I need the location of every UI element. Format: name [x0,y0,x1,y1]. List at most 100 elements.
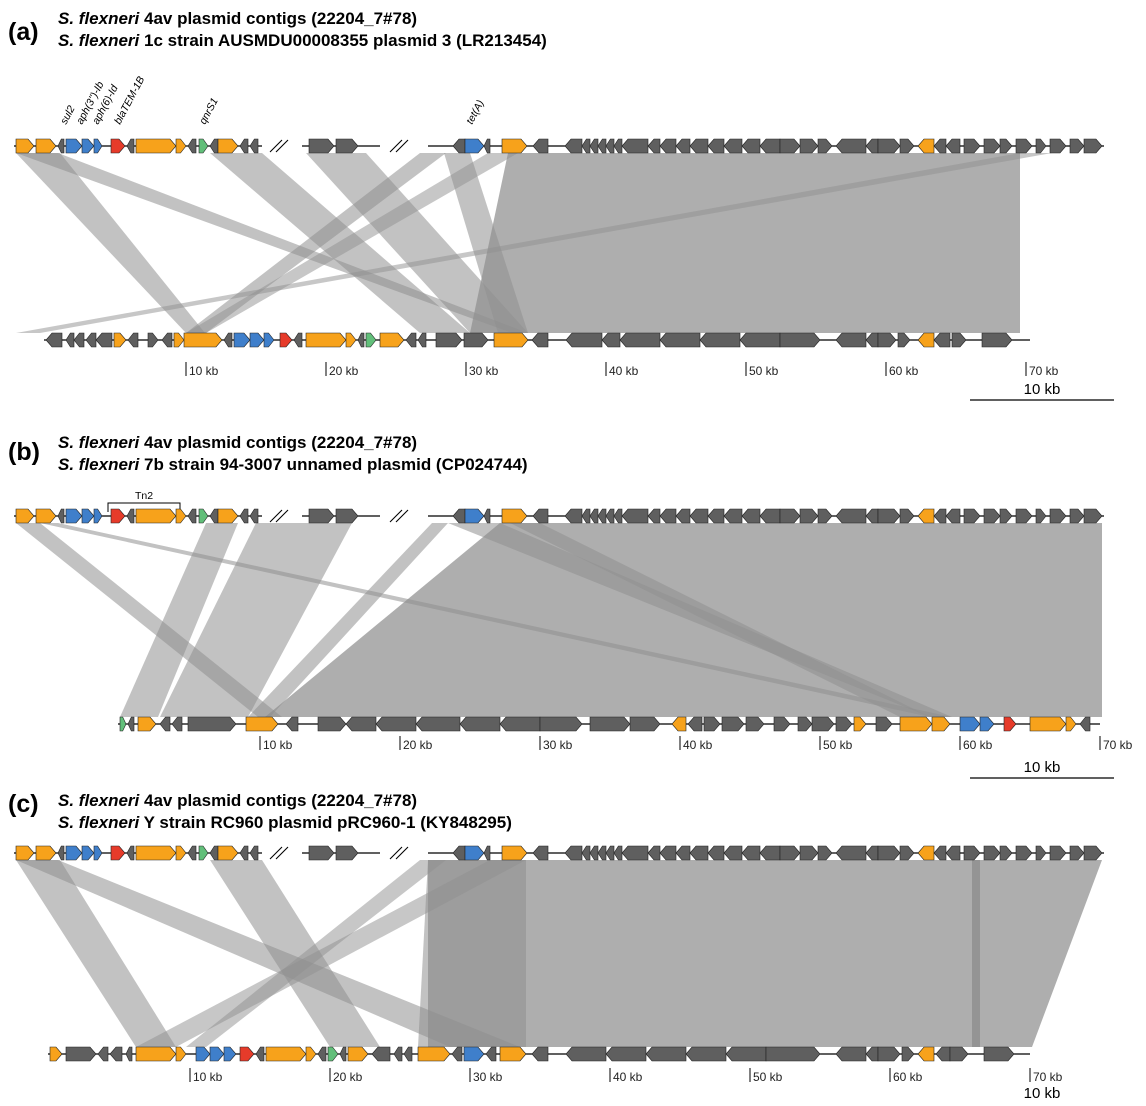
panel-c-reference-gene [451,1046,463,1062]
panel-a-contig-break [275,139,289,153]
panel-a-homology-link [444,153,528,333]
panel-b-query-gene [126,508,135,524]
gene-label-teta: tet(A) [464,98,487,126]
panel-b-query-gene [999,508,1013,524]
panel-b-query-gene [689,508,709,524]
panel-c-query-gene [198,845,209,861]
panel-a-reference-gene [127,332,139,348]
panel-a-query-gene [675,138,691,154]
panel-c-reference-gene [835,1046,867,1062]
panel-b-query-gene [613,508,623,524]
panel-c-reference-gene [917,1046,935,1062]
panel-c-kb-axis: 10 kb 20 kb 30 kb 40 kb 50 kb 60 kb 70 kb [189,1068,1063,1084]
panel-b-homology-link [120,523,238,717]
panel-b-query-gene [564,508,583,524]
panel-b-contig-break [275,509,289,523]
panel-a-reference-gene [435,332,463,348]
panel-c-query-gene [57,845,65,861]
panel-b-query-gene [621,508,649,524]
panel-b-query-gene [933,508,947,524]
panel-c-query-gene [597,845,607,861]
panel-b-query-gene [1035,508,1047,524]
panel-a-reference-gene [73,332,85,348]
panel-b-query-gene [1069,508,1085,524]
panel-c-homology-link [16,860,520,1047]
panel-c-query-gene [605,845,615,861]
panel-b-query-gene [501,508,528,524]
panel-c-query-gene [35,845,57,861]
panel-b-reference-gene [187,716,237,732]
panel-a-query-gene [110,138,126,154]
panel-a-reference-gene [897,332,911,348]
panel-c-reference-gene [327,1046,339,1062]
panel-a-homology-link [186,153,446,333]
panel-b-query-gene [647,508,661,524]
panel-b-query-gene [532,508,549,524]
panel-b-query-gene [198,508,209,524]
panel-b-query-gene [15,508,35,524]
panel-c-reference-gene [485,1046,497,1062]
panel-a-query-gene [501,138,528,154]
panel-a-reference-gene [95,332,113,348]
panel-c-query-gene [865,845,879,861]
panel-c-homology-link [972,860,980,1047]
panel-b-query-gene [945,508,961,524]
panel-a-query-gene [198,138,209,154]
panel-c-query-gene [532,845,549,861]
panel-c-axis-tick-label: 20 kb [333,1070,363,1084]
panel-b-query-gene [723,508,743,524]
panel-b-query-gene [464,508,485,524]
panel-c-scale-bar: 10 kb [1024,1085,1061,1102]
panel-c-reference-gene [265,1046,307,1062]
panel-c-query-gene [1049,845,1067,861]
panel-b-reference-gene [1003,716,1017,732]
panel-c-reference-gene [175,1046,187,1062]
panel-c-query-gene [723,845,743,861]
panel-a-query-gene [1083,138,1103,154]
panel-a-reference-gene [951,332,967,348]
panel-a-reference-gene [65,332,75,348]
panel-b-reference-track [118,716,1100,732]
panel-c-reference-gene [393,1046,403,1062]
panel-a-query-gene [239,138,249,154]
panel-b-reference-gene [959,716,981,732]
panel-c-reference-gene [65,1046,97,1062]
panel-c-query-gene [799,845,819,861]
panel-c-query-gene [647,845,661,861]
panel-c-homology-link [834,860,1102,1047]
panel-a-query-gene [532,138,549,154]
panel-b-homology-link [265,523,1102,717]
panel-b-title-reference: S. flexneri 7b strain 94-3007 unnamed pl… [58,455,528,474]
panel-b-reference-gene [285,716,299,732]
panel-c-reference-gene [97,1046,109,1062]
panel-a-reference-gene [365,332,377,348]
panel-a-reference-gene [279,332,293,348]
panel-b-query-gene [899,508,915,524]
panel-c-query-gene [564,845,583,861]
panel-b-axis-tick-label: 50 kb [823,738,853,752]
panel-c-query-gene [1035,845,1047,861]
panel-b-query-gene [597,508,607,524]
panel-a-query-gene [57,138,65,154]
panel-a-query-gene [209,138,219,154]
panel-a-query-gene [999,138,1013,154]
panel-b-query-gene [877,508,901,524]
panel-c-query-gene [15,845,35,861]
panel-c-axis-tick-label: 30 kb [473,1070,503,1084]
panel-a-reference-gene [619,332,661,348]
panel-c-query-gene [249,845,259,861]
panel-c-reference-gene [499,1046,527,1062]
panel-b-query-gene [707,508,725,524]
panel-a-reference-gene [263,332,275,348]
panel-c-contig-break [395,846,409,860]
panel-a-reference-gene [173,332,185,348]
panel-c-query-gene [335,845,359,861]
panel-b-query-gene [110,508,126,524]
panel-b-query-gene [759,508,781,524]
panel-b-query-gene [1049,508,1067,524]
panel-b-query-gene [963,508,981,524]
panel-a-reference-gene [183,332,223,348]
panel-a-query-gene [621,138,649,154]
panel-a-query-gene [126,138,135,154]
